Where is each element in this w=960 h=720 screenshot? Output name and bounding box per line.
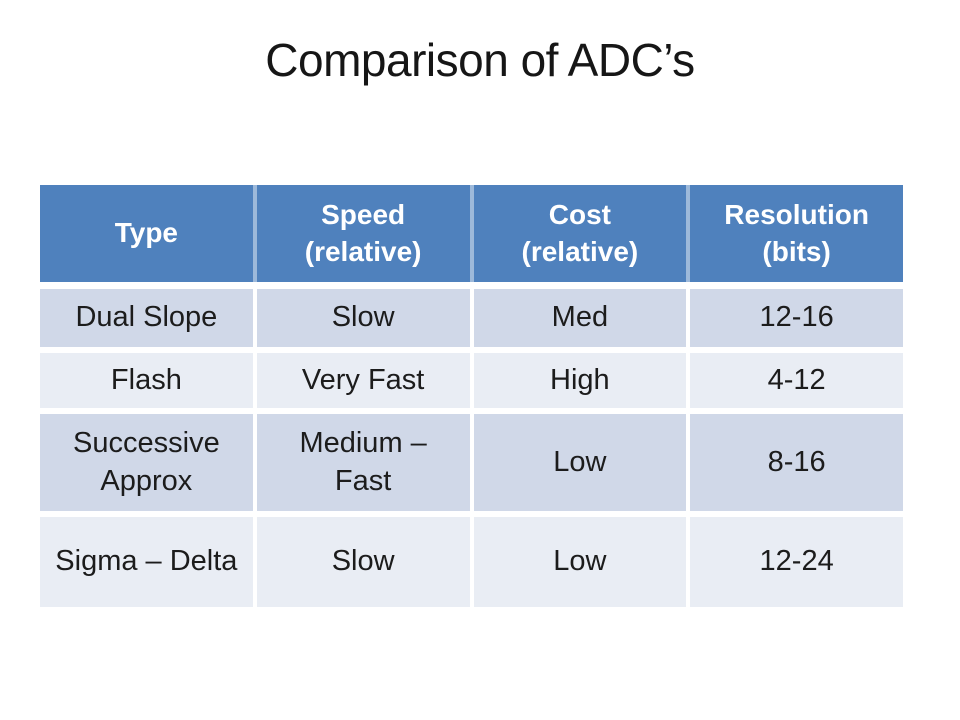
table-body: Dual Slope Slow Med 12-16 Flash Very Fas… — [40, 289, 903, 607]
cell-flash-speed: Very Fast — [256, 353, 470, 408]
column-header-type: Type — [40, 185, 253, 282]
cell-flash-type: Flash — [40, 353, 253, 408]
cell-flash-resolution: 4-12 — [690, 353, 903, 408]
adc-comparison-table: Type Speed (relative) Cost (relative) Re… — [40, 185, 903, 607]
table-header-row: Type Speed (relative) Cost (relative) Re… — [40, 185, 903, 282]
cell-successive-cost: Low — [473, 414, 687, 511]
cell-dual-slope-cost: Med — [473, 289, 687, 347]
column-header-cost: Cost (relative) — [473, 185, 687, 282]
column-header-resolution: Resolution (bits) — [690, 185, 903, 282]
cell-sigma-delta-cost: Low — [473, 517, 687, 607]
cell-successive-type: Successive Approx — [40, 414, 253, 511]
cell-sigma-delta-type: Sigma – Delta — [40, 517, 253, 607]
cell-dual-slope-resolution: 12-16 — [690, 289, 903, 347]
cell-successive-speed: Medium – Fast — [256, 414, 470, 511]
page-title: Comparison of ADC’s — [265, 34, 695, 86]
cell-flash-cost: High — [473, 353, 687, 408]
cell-sigma-delta-speed: Slow — [256, 517, 470, 607]
cell-dual-slope-speed: Slow — [256, 289, 470, 347]
cell-sigma-delta-resolution: 12-24 — [690, 517, 903, 607]
cell-dual-slope-type: Dual Slope — [40, 289, 253, 347]
cell-successive-resolution: 8-16 — [690, 414, 903, 511]
column-header-speed: Speed (relative) — [256, 185, 470, 282]
